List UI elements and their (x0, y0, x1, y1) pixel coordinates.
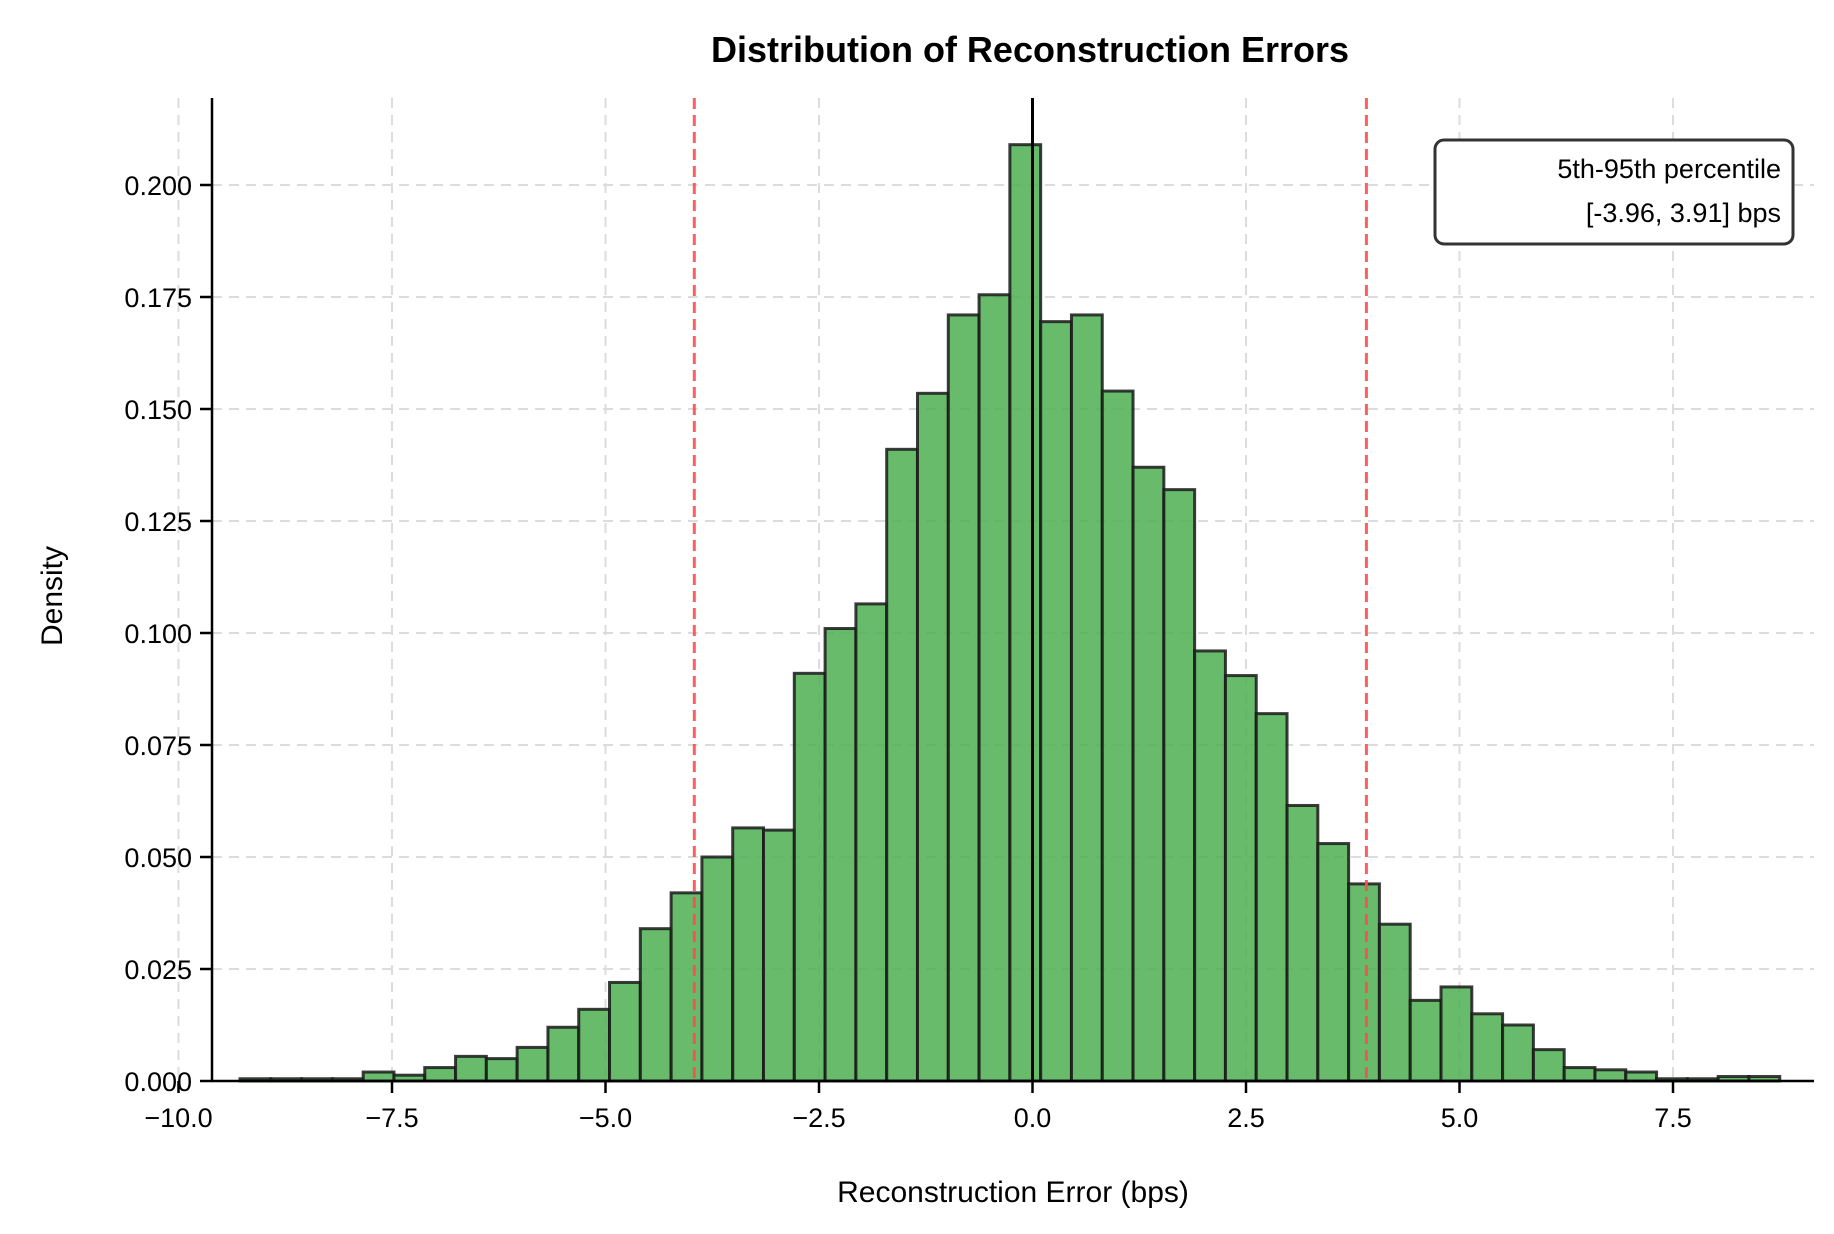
x-tick-label: −2.5 (792, 1103, 845, 1133)
y-tick-label: 0.050 (124, 843, 192, 873)
histogram-bar (1131, 465, 1166, 1083)
histogram-bar (423, 1066, 458, 1083)
histogram-bar (1377, 922, 1412, 1083)
histogram-bar (484, 1057, 519, 1083)
annotation-line-2: [-3.96, 3.91] bps (1586, 198, 1781, 228)
annotation-line-1: 5th-95th percentile (1557, 154, 1781, 184)
histogram-bar (762, 828, 796, 1083)
histogram-bar (669, 891, 704, 1083)
histogram-bar (885, 447, 919, 1083)
x-tick-label: −5.0 (579, 1103, 632, 1133)
y-tick-label: 0.200 (124, 171, 192, 201)
histogram-bar (1439, 985, 1474, 1083)
x-tick-label: −10.0 (144, 1103, 212, 1133)
histogram-bar (1624, 1070, 1659, 1083)
y-tick-label: 0.075 (124, 731, 192, 761)
x-tick-label: 2.5 (1227, 1103, 1265, 1133)
histogram-bar (792, 671, 827, 1083)
y-tick-label: 0.025 (124, 955, 192, 985)
histogram-bar (577, 1007, 612, 1083)
y-tick-label: 0.125 (124, 507, 192, 537)
chart-title: Distribution of Reconstruction Errors (711, 29, 1349, 70)
x-axis-label: Reconstruction Error (bps) (837, 1176, 1189, 1209)
histogram-bar (977, 293, 1012, 1083)
histogram-bar (854, 602, 889, 1083)
histogram-bar (1562, 1066, 1597, 1083)
histogram-bar (1008, 143, 1043, 1083)
histogram-bar (638, 927, 673, 1083)
histogram-bar (1593, 1068, 1628, 1083)
histogram-bar (608, 980, 642, 1083)
y-tick-label: 0.150 (124, 395, 192, 425)
histogram-bar (1193, 649, 1227, 1083)
annotation-box (1433, 138, 1795, 246)
x-tick-label: 0.0 (1014, 1103, 1052, 1133)
histogram-bars (238, 143, 1782, 1083)
y-tick-label: 0.100 (124, 619, 192, 649)
histogram-bar (1223, 674, 1258, 1083)
histogram-bar (700, 855, 735, 1083)
histogram-bar (546, 1025, 581, 1083)
histogram-bar (946, 313, 981, 1083)
y-axis-label: Density (36, 546, 69, 646)
reference-lines (692, 98, 1368, 1081)
histogram-bar (1347, 882, 1381, 1083)
histogram-bar (1408, 998, 1443, 1083)
histogram-bar (1285, 803, 1320, 1083)
histogram-bar (361, 1070, 396, 1083)
histogram-bar (915, 391, 950, 1083)
histogram-bar (1531, 1048, 1566, 1083)
histogram-bar (1039, 320, 1073, 1083)
x-axis-ticks: −10.0 −7.5 −5.0 −2.5 0.0 2.5 5.0 7.5 (144, 1081, 1692, 1133)
histogram-bar (1501, 1023, 1535, 1083)
x-tick-label: 7.5 (1654, 1103, 1692, 1133)
histogram-bar (454, 1054, 488, 1083)
percentile-annotation: 5th-95th percentile [-3.96, 3.91] bps (1433, 138, 1795, 246)
y-tick-label: 0.175 (124, 283, 192, 313)
y-tick-label: 0.000 (124, 1067, 192, 1097)
histogram-bar (1470, 1012, 1505, 1083)
histogram-bar (1162, 488, 1197, 1083)
histogram-bar (1100, 389, 1135, 1083)
histogram-bar (515, 1045, 550, 1083)
histogram-bar (1069, 313, 1104, 1083)
axes (210, 98, 1814, 1083)
x-tick-label: 5.0 (1441, 1103, 1479, 1133)
x-tick-label: −7.5 (365, 1103, 418, 1133)
histogram-bar (1254, 712, 1289, 1083)
histogram-bar (731, 826, 766, 1083)
histogram-bar (823, 627, 858, 1083)
y-axis-ticks: 0.000 0.025 0.050 0.075 0.100 0.125 0.150 0.175… (124, 171, 212, 1097)
histogram-bar (1316, 842, 1351, 1083)
